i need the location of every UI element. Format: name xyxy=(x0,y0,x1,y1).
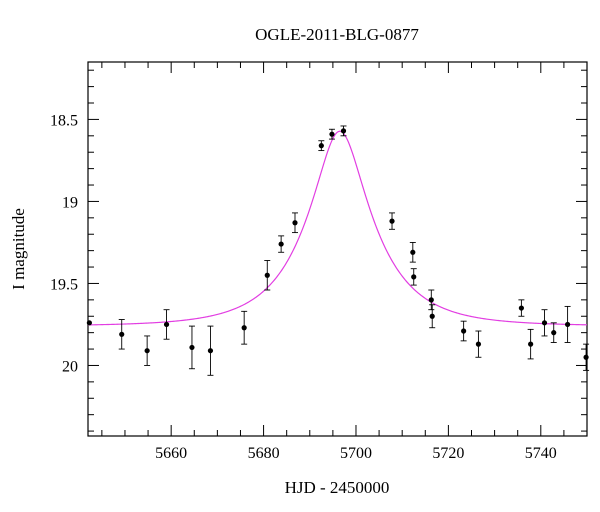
model-curve xyxy=(87,130,588,326)
data-marker xyxy=(86,320,92,326)
data-marker xyxy=(119,331,125,337)
y-tick-label: 18.5 xyxy=(50,112,78,129)
data-point xyxy=(207,325,214,376)
data-marker xyxy=(207,348,214,354)
x-axis-label: HJD - 2450000 xyxy=(285,478,390,497)
plot-frame xyxy=(87,61,588,437)
data-marker xyxy=(241,325,247,331)
data-marker xyxy=(528,341,534,347)
data-point xyxy=(583,343,590,371)
data-point xyxy=(518,299,525,317)
data-point xyxy=(118,319,125,350)
data-point xyxy=(527,328,534,360)
data-point xyxy=(144,335,151,366)
data-marker xyxy=(410,249,416,255)
data-marker xyxy=(518,305,524,311)
data-point xyxy=(264,260,271,291)
data-marker xyxy=(329,131,335,137)
data-marker xyxy=(264,272,270,278)
y-tick-label: 19 xyxy=(62,194,78,211)
x-axis-tick-labels: 5660 5680 5700 5720 5740 xyxy=(155,445,557,462)
y-axis-tick-labels: 18.5 19 19.5 20 xyxy=(50,112,78,375)
data-point xyxy=(318,140,325,152)
x-tick-label: 5740 xyxy=(525,445,557,462)
data-point xyxy=(428,289,435,311)
x-tick-label: 5680 xyxy=(248,445,280,462)
x-tick-label: 5660 xyxy=(155,445,187,462)
y-tick-label: 20 xyxy=(62,358,78,375)
data-marker xyxy=(475,341,482,347)
data-point xyxy=(86,320,92,326)
data-marker xyxy=(389,218,395,224)
data-marker xyxy=(278,241,284,247)
data-marker xyxy=(429,313,435,319)
data-point xyxy=(278,235,285,253)
data-point xyxy=(429,304,436,329)
data-point xyxy=(340,125,347,137)
data-point xyxy=(550,322,557,343)
data-marker xyxy=(551,330,557,336)
data-marker xyxy=(340,128,347,134)
data-point xyxy=(328,128,335,140)
data-point xyxy=(389,212,396,230)
y-axis-label: I magnitude xyxy=(9,208,28,290)
data-points xyxy=(86,125,590,376)
data-marker xyxy=(411,274,417,280)
data-marker xyxy=(461,328,467,334)
data-point xyxy=(163,309,170,340)
data-point xyxy=(564,305,571,343)
chart-title: OGLE-2011-BLG-0877 xyxy=(255,25,419,44)
data-point xyxy=(541,309,548,337)
data-point xyxy=(188,325,195,370)
data-point xyxy=(410,268,417,286)
data-point xyxy=(460,320,467,342)
data-point xyxy=(475,330,482,358)
y-tick-label: 19.5 xyxy=(50,276,78,293)
data-point xyxy=(241,310,248,345)
data-marker xyxy=(428,297,434,303)
y-axis-ticks xyxy=(88,69,587,432)
data-marker xyxy=(144,348,150,354)
data-marker xyxy=(541,320,548,326)
data-point xyxy=(291,212,298,234)
data-marker xyxy=(564,321,571,328)
data-marker xyxy=(189,344,195,351)
x-axis-ticks xyxy=(101,62,588,436)
data-point xyxy=(409,241,416,263)
data-marker xyxy=(163,321,170,328)
data-marker xyxy=(318,143,324,149)
data-marker xyxy=(292,220,298,226)
x-tick-label: 5720 xyxy=(432,445,464,462)
x-tick-label: 5700 xyxy=(340,445,372,462)
data-marker xyxy=(583,354,589,360)
